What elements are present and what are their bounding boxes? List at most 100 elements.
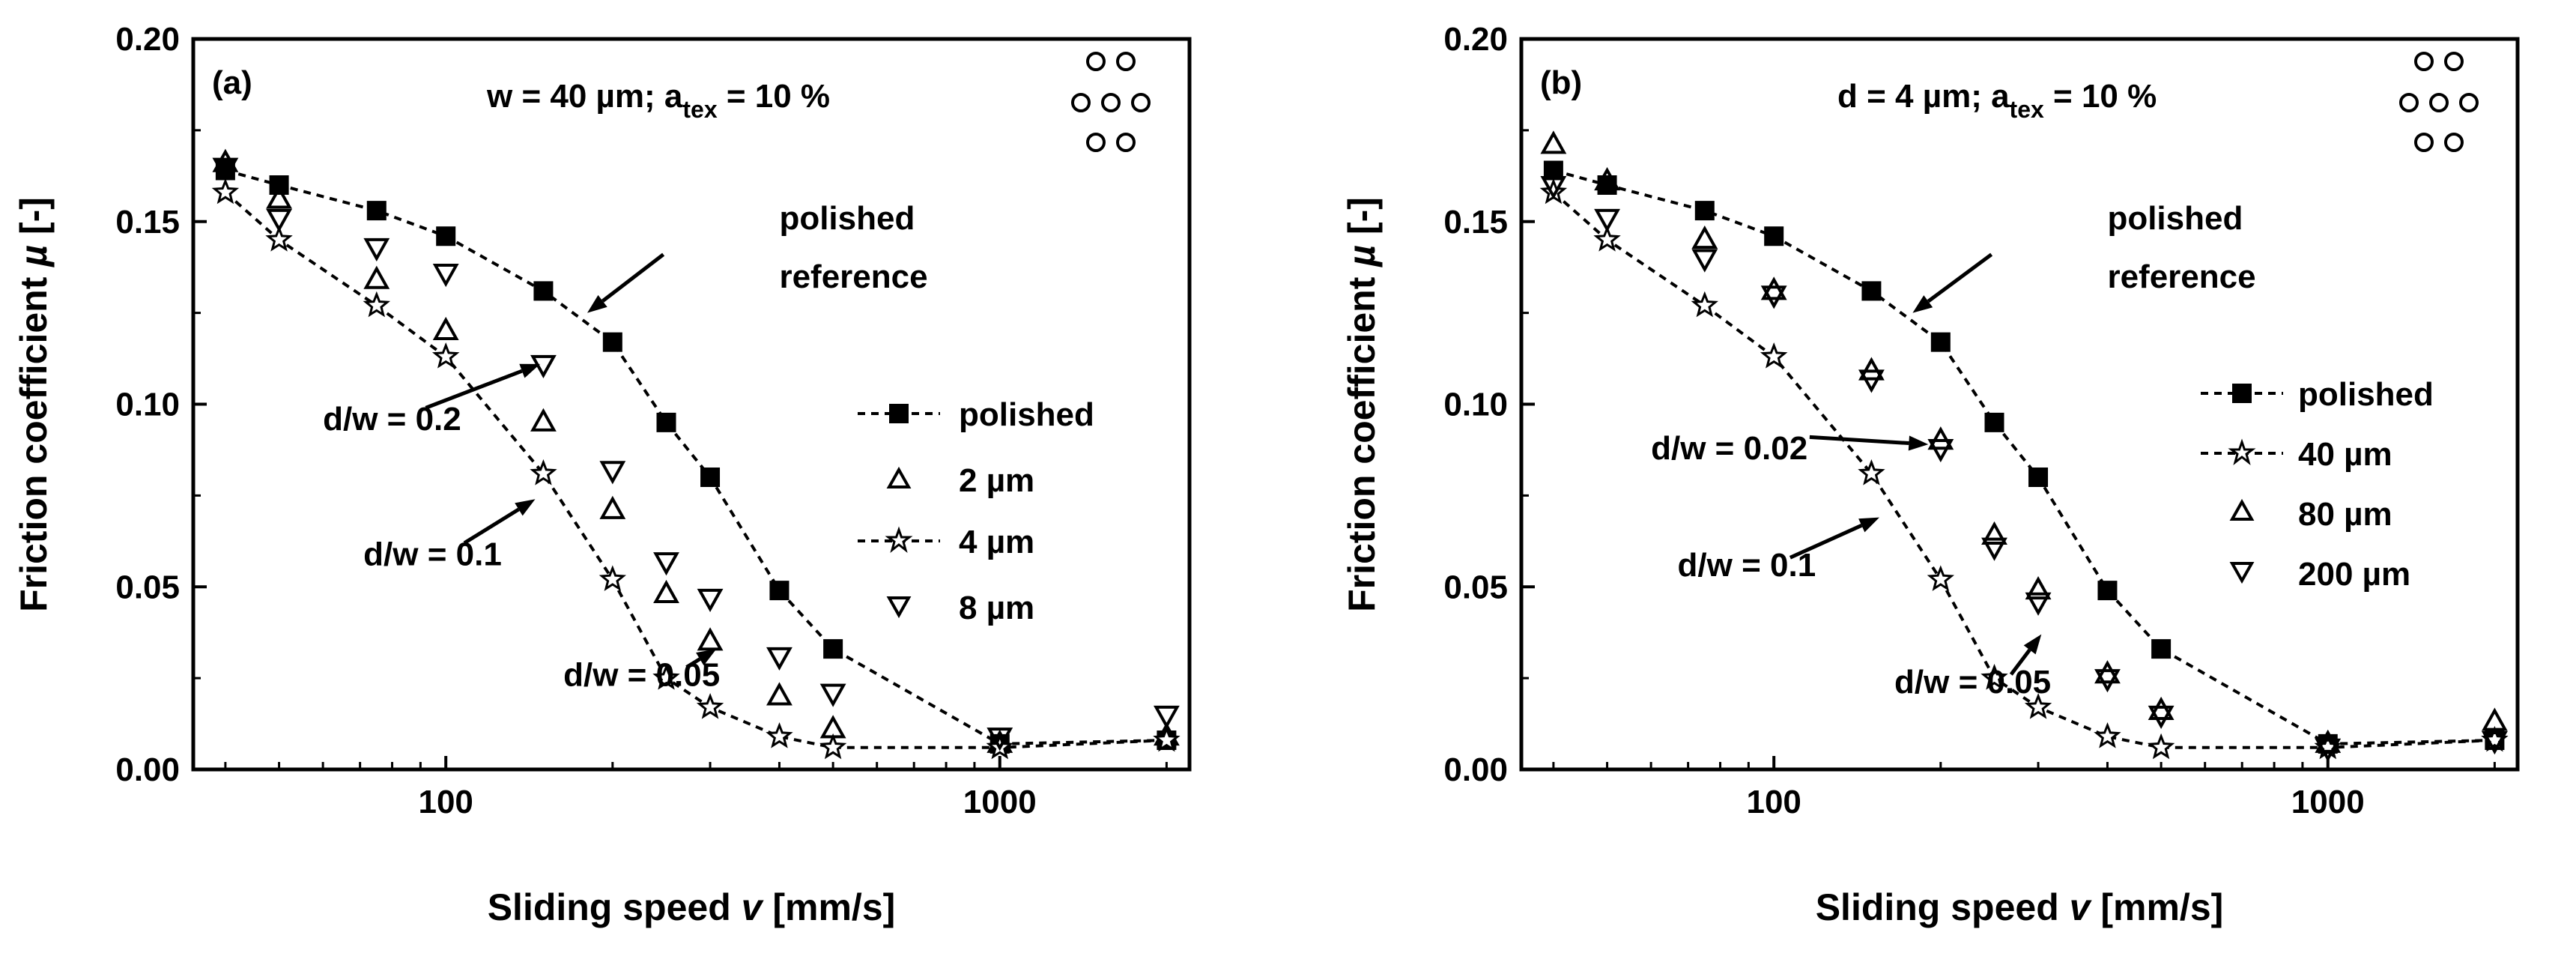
data-point: [598, 565, 627, 591]
y-tick-label: 0.20: [1443, 21, 1508, 58]
legend-marker-2um: [886, 466, 912, 488]
data-point: [1930, 332, 1951, 352]
data-point: [1927, 426, 1954, 450]
data-point: [1540, 130, 1567, 154]
data-point: [1981, 521, 2007, 545]
data-point: [266, 185, 292, 209]
annotation-label: d/w = 0.1: [363, 536, 502, 572]
annotation-arrowhead: [1858, 517, 1879, 533]
panel-label: (b): [1540, 64, 1582, 101]
data-point: [1540, 176, 1567, 200]
legend-marker-40um: [2228, 438, 2256, 465]
data-point: [1593, 225, 1621, 252]
x-axis-title: Sliding speed v [mm/s]: [488, 886, 896, 928]
data-point: [265, 225, 293, 252]
x-axis-title: Sliding speed v [mm/s]: [1816, 886, 2224, 928]
data-point: [2028, 468, 2049, 487]
chart-marks: 0.00 0.05 0.10 0.15 0.20 100 1000 polished refer…: [115, 21, 1181, 820]
data-point: [269, 175, 289, 195]
data-point: [1153, 705, 1180, 729]
data-point: [700, 468, 721, 487]
legend-label-8um: 8 µm: [959, 590, 1034, 626]
data-point: [366, 201, 387, 221]
annotation-arrow: [463, 507, 520, 545]
y-axis-title: Friction coefficient µ [-]: [1341, 197, 1383, 612]
data-point: [530, 459, 557, 485]
legend-marker-200um: [2229, 562, 2255, 584]
data-point: [819, 733, 847, 760]
data-point: [823, 639, 843, 659]
data-point: [2151, 639, 2172, 659]
data-point: [211, 178, 240, 205]
data-point: [266, 208, 292, 232]
panel-a: 0.00 0.05 0.10 0.15 0.20 100 1000 polished refer…: [13, 21, 1192, 928]
data-point: [363, 238, 390, 261]
data-point: [1760, 285, 1787, 309]
data-point: [696, 692, 724, 719]
data-point: [212, 157, 239, 181]
y-tick-label: 0.00: [1443, 751, 1508, 788]
annotation-arrow: [601, 252, 665, 303]
plot-frame: [191, 37, 1192, 772]
data-point: [602, 332, 622, 352]
y-tick-label: 0.05: [1443, 569, 1508, 605]
data-point: [2148, 705, 2175, 729]
data-point: [1760, 342, 1788, 369]
legend-label-40um: 40 µm: [2298, 436, 2392, 473]
data-point: [533, 281, 554, 301]
data-point: [432, 316, 459, 340]
data-point: [1927, 439, 1954, 463]
legend-label-4um: 4 µm: [959, 524, 1034, 560]
data-point: [2148, 696, 2175, 720]
annotation-label: d/w = 0.02: [1651, 430, 1807, 467]
data-point: [1691, 249, 1718, 273]
annotation-arrow: [685, 657, 701, 669]
x-tick-label: 1000: [963, 784, 1037, 820]
data-point: [1691, 291, 1719, 318]
annotation-label: polished: [779, 200, 915, 237]
y-tick-label: 0.15: [115, 204, 180, 240]
annotation-arrowhead: [519, 363, 541, 378]
data-point: [2094, 721, 2121, 748]
series-line-0: [225, 169, 1167, 745]
data-point: [2481, 731, 2508, 755]
data-point: [436, 226, 456, 246]
data-point: [2024, 692, 2052, 719]
legend-label-200um: 200 µm: [2298, 556, 2410, 593]
data-point: [1764, 226, 1784, 246]
data-point: [1694, 201, 1715, 221]
data-point: [363, 265, 390, 289]
data-point: [1153, 725, 1181, 752]
legend-label-polished: polished: [2298, 376, 2434, 413]
data-point: [431, 342, 460, 369]
panel-title: w = 40 µm; atex = 10 %: [486, 78, 830, 123]
data-point: [2315, 738, 2342, 762]
annotation-arrowhead: [1912, 295, 1933, 313]
data-point: [653, 552, 679, 576]
annotation-arrowhead: [2023, 634, 2042, 655]
data-point: [987, 727, 1013, 751]
annotation-arrowhead: [587, 294, 607, 313]
x-tick-label: 100: [418, 784, 473, 820]
legend-marker-80um: [2229, 498, 2255, 521]
data-point: [212, 148, 239, 172]
plot-frame: [1519, 37, 2520, 772]
data-point: [363, 291, 391, 318]
legend-label-2um: 2 µm: [959, 462, 1034, 499]
data-point: [766, 682, 793, 706]
y-tick-label: 0.10: [115, 387, 180, 423]
data-point: [1858, 459, 1885, 485]
annotation-label: d/w = 0.1: [1678, 547, 1816, 584]
legend-marker-polished: [889, 404, 909, 423]
data-point: [2481, 707, 2508, 731]
data-point: [432, 264, 459, 288]
data-point: [1858, 369, 1885, 393]
annotation-label: reference: [2107, 258, 2255, 295]
data-point: [599, 495, 626, 519]
data-point: [769, 581, 790, 601]
data-point: [1691, 226, 1718, 249]
y-tick-label: 0.15: [1443, 204, 1508, 240]
legend: polished 40 µm 80 µm 200 µm: [2201, 376, 2434, 593]
panel-label: (a): [212, 64, 252, 101]
series-line-2: [224, 191, 1167, 749]
